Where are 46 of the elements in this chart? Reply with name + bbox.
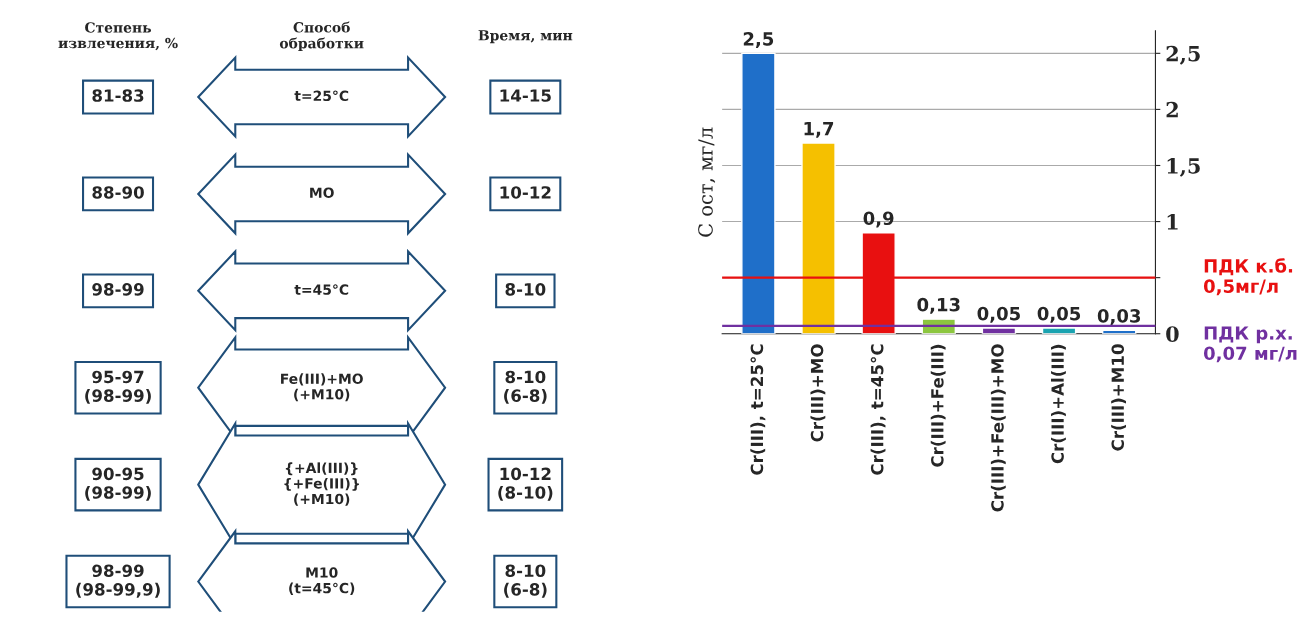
data-label: 0,03 (1097, 309, 1141, 325)
y-tick-label: 2,5 (1166, 45, 1200, 65)
text: 81-83 (92, 89, 144, 102)
y-tick-label: 1 (1167, 214, 1178, 230)
text: 88-90 (92, 186, 144, 199)
y-tick-label: 0 (1166, 326, 1179, 342)
text: t=25°C (294, 90, 349, 102)
y-tick-label: 2 (1166, 101, 1178, 118)
x-tick-label: Cr(III)+Al(III) (1051, 344, 1066, 464)
text: 10-12 (500, 186, 551, 199)
x-tick-label: Cr(III)+Fe(III) (930, 344, 946, 467)
text: 14-15 (500, 89, 551, 102)
x-tick-label: Cr(III)+Fe(III)+МО (990, 344, 1006, 512)
x-tick-label: Cr(III)+МО (810, 344, 826, 442)
y-tick-label: 1,5 (1167, 157, 1200, 177)
text: 10-12 (8-10) (498, 467, 553, 501)
text: 8-10 (6-8) (504, 370, 547, 404)
text: Fe(III)+МО (+М10) (281, 373, 363, 402)
text: 95-97 (98-99) (85, 370, 151, 404)
bar (1041, 327, 1077, 334)
text: {+Al(III)} {+Fe(III)} (+М10) (284, 462, 359, 506)
bar (801, 142, 836, 334)
text: 98-99 (92, 283, 144, 296)
x-tick-label: Cr(III)+М10 (1111, 344, 1126, 451)
text: Степень извлечения, % (58, 22, 178, 51)
bar (741, 52, 776, 334)
text: t=45°C (294, 284, 349, 295)
data-label: 0,05 (977, 306, 1020, 323)
data-label: 1,7 (804, 121, 834, 138)
text: 8-10 (6-8) (504, 564, 547, 598)
text: М10 (t=45°C) (289, 567, 355, 595)
ref-line-label: ПДК к.б. 0,5мг/л (1203, 258, 1293, 296)
x-tick-label: Cr(III), t=25°C (750, 344, 766, 475)
text: Время, мин (478, 30, 573, 44)
text: 98-99 (98-99,9) (76, 564, 160, 598)
data-label: 2,5 (743, 32, 774, 48)
data-label: 0,05 (1037, 306, 1081, 323)
data-label: 0,9 (863, 211, 894, 228)
ref-line-label: ПДК р.х. 0,07 мг/л (1203, 326, 1297, 363)
y-axis-title: С ост, мг/л (698, 127, 716, 237)
x-tick-label: Cr(III), t=45°C (870, 344, 886, 475)
text: Способ обработки (279, 21, 364, 52)
data-label: 0,13 (917, 297, 960, 314)
text: 90-95 (98-99) (85, 467, 151, 501)
text: МО (310, 187, 334, 198)
text: 8-10 (505, 283, 546, 296)
